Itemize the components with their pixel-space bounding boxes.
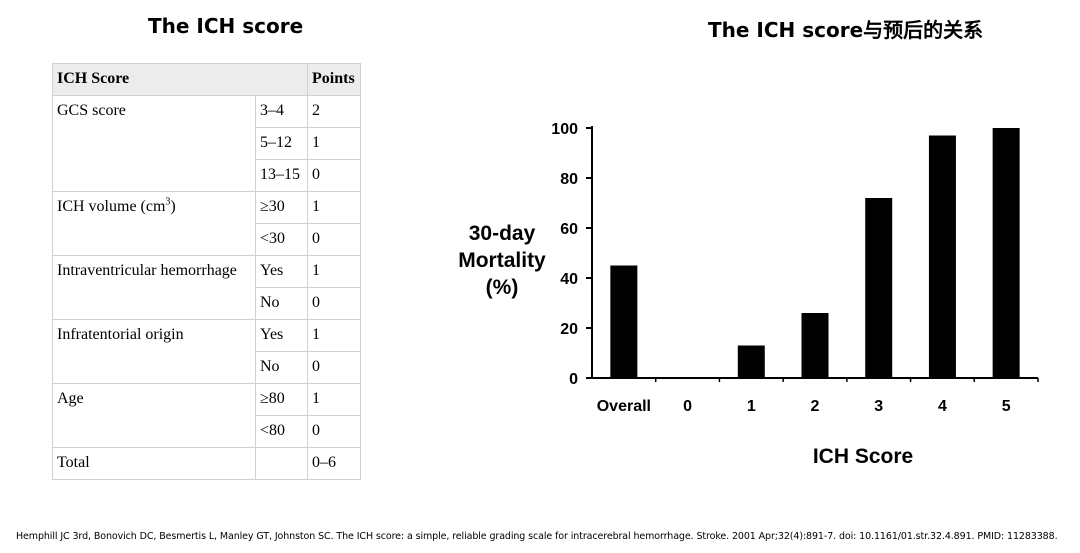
table-title: The ICH score xyxy=(148,14,304,38)
points-cell: 1 xyxy=(307,255,361,288)
points-cell: 0 xyxy=(307,351,361,384)
superscript-3: 3 xyxy=(165,196,171,208)
points-cell: 1 xyxy=(307,319,361,352)
option-cell: 3–4 xyxy=(255,95,308,128)
chart-title: The ICH score与预后的关系 xyxy=(708,18,984,42)
option-cell: <30 xyxy=(255,223,308,256)
table-row: ICH volume (cm3) ≥30 1 xyxy=(52,191,361,256)
header-points: Points xyxy=(307,63,361,96)
mortality-bar-chart: 0 20 40 60 80 100 Overall 0 1 2 3 4 5 30-day Mortality… xyxy=(458,121,1039,468)
points-cell: 0 xyxy=(307,223,361,256)
y-tick-label: 20 xyxy=(560,321,578,338)
points-cell: 2 xyxy=(307,95,361,128)
y-axis-label: Mortality xyxy=(458,249,546,272)
x-tick-label: 3 xyxy=(874,398,883,415)
table-row: Infratentorial origin Yes 1 xyxy=(52,319,361,384)
option-cell xyxy=(255,447,308,480)
y-tick-label: 40 xyxy=(560,271,578,288)
option-cell: <80 xyxy=(255,415,308,448)
points-cell: 0 xyxy=(307,287,361,320)
table-row: No 0 xyxy=(53,287,361,320)
points-cell: 1 xyxy=(307,383,361,416)
option-cell: No xyxy=(255,287,308,320)
x-tick-label: 0 xyxy=(683,398,692,415)
table-header-row: ICH Score Points xyxy=(52,63,361,96)
y-tick-label: 60 xyxy=(560,221,578,238)
x-tick-label: 4 xyxy=(938,398,947,415)
criterion-gcs: GCS score xyxy=(52,95,256,192)
bar-2 xyxy=(801,313,829,378)
option-cell: 5–12 xyxy=(255,127,308,160)
criterion-infratentorial: Infratentorial origin xyxy=(52,319,256,384)
criterion-total: Total xyxy=(52,447,256,480)
bar-5 xyxy=(992,128,1020,378)
option-cell: 13–15 xyxy=(255,159,308,192)
option-cell: Yes xyxy=(255,319,308,352)
criterion-ich-volume: ICH volume (cm3) xyxy=(52,191,256,256)
y-tick-label: 80 xyxy=(560,171,578,188)
table-row: 5–12 1 xyxy=(53,127,361,160)
option-cell: Yes xyxy=(255,255,308,288)
table-row: No 0 xyxy=(53,351,361,384)
table-row: Total 0–6 xyxy=(52,447,361,480)
x-tick-label: 1 xyxy=(747,398,756,415)
option-cell: No xyxy=(255,351,308,384)
x-tick-label: 5 xyxy=(1002,398,1011,415)
x-tick-label: Overall xyxy=(597,398,651,415)
y-axis-label: (%) xyxy=(486,276,519,299)
x-axis-label: ICH Score xyxy=(813,445,913,468)
ich-score-table: ICH Score Points GCS score 3–4 2 5–12 1 … xyxy=(52,63,361,480)
table-row: <30 0 xyxy=(53,223,361,256)
bar-overall xyxy=(610,265,638,378)
y-tick-label: 0 xyxy=(569,371,578,388)
table-row: Intraventricular hemorrhage Yes 1 xyxy=(52,255,361,320)
header-ich-score: ICH Score xyxy=(52,63,308,96)
option-cell: ≥80 xyxy=(255,383,308,416)
criterion-age: Age xyxy=(52,383,256,448)
table-row: <80 0 xyxy=(53,415,361,448)
points-cell: 0–6 xyxy=(307,447,361,480)
points-cell: 0 xyxy=(307,159,361,192)
points-cell: 0 xyxy=(307,415,361,448)
criterion-ivh: Intraventricular hemorrhage xyxy=(52,255,256,320)
y-tick-label: 100 xyxy=(551,121,578,138)
citation: Hemphill JC 3rd, Bonovich DC, Besmertis … xyxy=(16,531,1058,542)
table-row: Age ≥80 1 xyxy=(52,383,361,448)
bar-4 xyxy=(928,135,956,378)
x-tick-label: 2 xyxy=(811,398,820,415)
y-axis-label: 30-day xyxy=(469,222,536,245)
bar-1 xyxy=(737,345,765,378)
criterion-tail: ) xyxy=(170,198,176,215)
table-row: GCS score 3–4 2 xyxy=(52,95,361,192)
option-cell: ≥30 xyxy=(255,191,308,224)
points-cell: 1 xyxy=(307,191,361,224)
bar-3 xyxy=(865,198,893,378)
criterion-text: ICH volume (cm xyxy=(57,198,166,215)
points-cell: 1 xyxy=(307,127,361,160)
